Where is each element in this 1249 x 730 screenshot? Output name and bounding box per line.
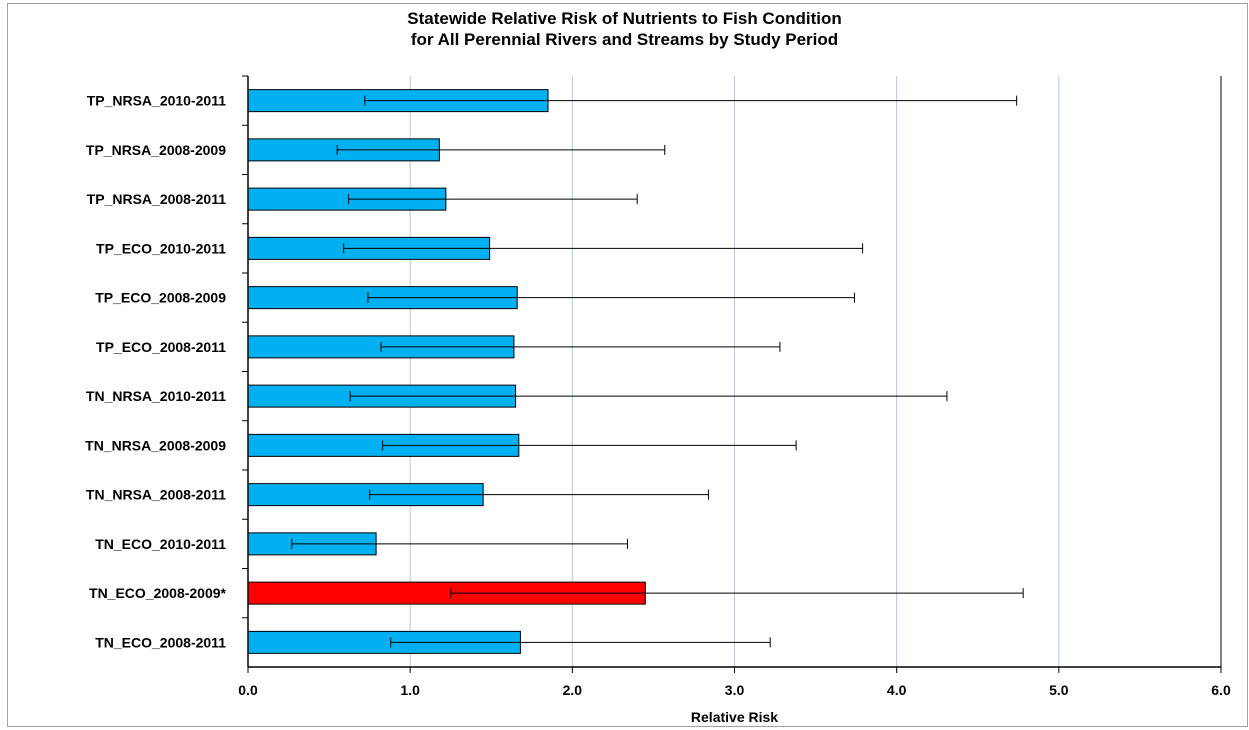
x-tick-label: 6.0	[1211, 682, 1231, 698]
category-label: TN_ECO_2010-2011	[95, 536, 226, 552]
category-label: TN_NRSA_2010-2011	[86, 388, 226, 404]
category-label: TP_NRSA_2010-2011	[87, 93, 227, 109]
x-tick-label: 3.0	[725, 682, 745, 698]
category-label: TP_NRSA_2008-2011	[87, 191, 227, 207]
category-label: TN_ECO_2008-2009*	[89, 585, 227, 601]
x-tick-label: 0.0	[238, 682, 258, 698]
category-label: TP_ECO_2010-2011	[96, 240, 226, 256]
chart-title-line-2: for All Perennial Rivers and Streams by …	[410, 30, 839, 49]
x-axis-title: Relative Risk	[691, 709, 778, 725]
chart-title-line-1: Statewide Relative Risk of Nutrients to …	[407, 9, 842, 28]
chart-frame	[7, 3, 1248, 727]
labels: TP_NRSA_2010-2011 TP_NRSA_2008-2009 TP_NRS…	[85, 93, 1231, 725]
x-tick-label: 4.0	[887, 682, 907, 698]
x-tick-label: 5.0	[1049, 682, 1069, 698]
category-label: TP_NRSA_2008-2009	[86, 142, 226, 158]
bars	[247, 89, 646, 654]
category-label: TN_NRSA_2008-2009	[85, 437, 226, 453]
x-tick-label: 1.0	[400, 682, 420, 698]
axes	[242, 75, 1222, 673]
gridlines	[409, 76, 1222, 667]
x-tick-label: 2.0	[563, 682, 583, 698]
category-label: TP_ECO_2008-2011	[96, 339, 226, 355]
category-label: TN_ECO_2008-2011	[95, 634, 226, 650]
category-label: TP_ECO_2008-2009	[95, 290, 226, 306]
chart-title: Statewide Relative Risk of Nutrients to …	[0, 8, 1249, 50]
error-bars	[291, 95, 1024, 648]
category-label: TN_NRSA_2008-2011	[86, 487, 226, 503]
